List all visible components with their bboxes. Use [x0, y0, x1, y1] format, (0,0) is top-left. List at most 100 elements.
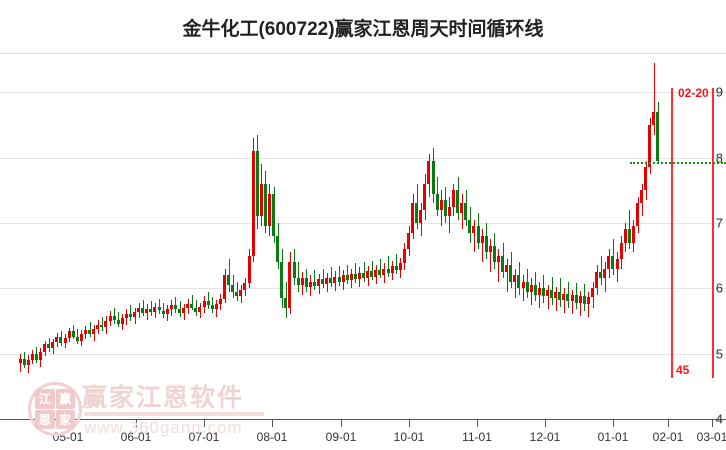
candle-body[interactable] [280, 262, 283, 299]
candle-body[interactable] [256, 151, 259, 217]
candle-body[interactable] [248, 255, 251, 284]
candle-body[interactable] [362, 272, 365, 278]
candle-body[interactable] [566, 293, 569, 302]
candle-body[interactable] [43, 344, 46, 353]
candle-body[interactable] [374, 269, 377, 277]
candle-body[interactable] [145, 309, 148, 314]
candle-body[interactable] [575, 294, 578, 303]
candle-body[interactable] [624, 229, 627, 243]
candle-body[interactable] [260, 183, 263, 217]
candle-body[interactable] [444, 200, 447, 217]
candle-body[interactable] [23, 358, 26, 366]
candle-body[interactable] [166, 309, 169, 315]
candle-body[interactable] [583, 296, 586, 304]
candle-body[interactable] [497, 255, 500, 263]
candle-body[interactable] [133, 311, 136, 318]
candle-body[interactable] [648, 124, 651, 168]
candle-body[interactable] [640, 190, 643, 204]
gann-cycle-line[interactable] [671, 88, 673, 378]
candle-body[interactable] [387, 268, 390, 273]
candle-body[interactable] [546, 289, 549, 297]
candle-body[interactable] [207, 301, 210, 306]
candle-body[interactable] [203, 301, 206, 307]
candle-body[interactable] [628, 229, 631, 243]
candle-body[interactable] [415, 203, 418, 223]
candle-body[interactable] [538, 288, 541, 295]
candle-body[interactable] [464, 203, 467, 220]
candle-body[interactable] [411, 203, 414, 233]
candle-body[interactable] [162, 310, 165, 315]
candle-body[interactable] [636, 203, 639, 227]
candle-body[interactable] [350, 273, 353, 281]
candle-body[interactable] [571, 294, 574, 302]
candle-body[interactable] [137, 307, 140, 312]
candle-body[interactable] [342, 275, 345, 282]
candle-body[interactable] [329, 277, 332, 284]
candle-body[interactable] [587, 297, 590, 304]
candle-body[interactable] [288, 262, 291, 308]
candle-body[interactable] [96, 324, 99, 329]
candle-body[interactable] [358, 272, 361, 280]
candle-body[interactable] [223, 275, 226, 299]
candle-body[interactable] [493, 245, 496, 263]
candle-body[interactable] [481, 236, 484, 243]
candle-body[interactable] [80, 334, 83, 341]
candle-body[interactable] [436, 193, 439, 210]
candle-body[interactable] [554, 291, 557, 299]
candle-body[interactable] [599, 271, 602, 279]
candle-body[interactable] [27, 360, 30, 366]
candle-body[interactable] [632, 226, 635, 243]
candle-body[interactable] [215, 303, 218, 310]
candle-body[interactable] [579, 296, 582, 303]
candle-body[interactable] [509, 265, 512, 282]
candle-body[interactable] [121, 318, 124, 324]
candle-body[interactable] [149, 309, 152, 312]
candle-body[interactable] [153, 306, 156, 312]
candle-body[interactable] [333, 276, 336, 284]
candle-body[interactable] [276, 236, 279, 263]
candle-body[interactable] [39, 352, 42, 361]
candle-body[interactable] [542, 288, 545, 297]
gann-cycle-line[interactable] [712, 88, 714, 378]
candle-body[interactable] [477, 226, 480, 243]
candle-body[interactable] [354, 273, 357, 280]
candle-body[interactable] [513, 275, 516, 282]
candle-body[interactable] [19, 358, 22, 364]
candle-body[interactable] [243, 283, 246, 290]
candle-body[interactable] [419, 209, 422, 223]
candle-body[interactable] [644, 167, 647, 191]
candle-body[interactable] [468, 219, 471, 233]
candle-body[interactable] [522, 281, 525, 289]
candle-body[interactable] [391, 266, 394, 273]
candle-body[interactable] [440, 200, 443, 210]
candle-body[interactable] [170, 305, 173, 310]
candle-body[interactable] [485, 236, 488, 253]
candle-body[interactable] [227, 275, 230, 285]
candle-body[interactable] [158, 306, 161, 311]
candle-body[interactable] [219, 298, 222, 304]
candle-body[interactable] [100, 324, 103, 328]
candle-body[interactable] [88, 330, 91, 335]
candle-body[interactable] [423, 183, 426, 210]
candle-body[interactable] [321, 279, 324, 285]
candle-body[interactable] [268, 193, 271, 227]
candle-body[interactable] [129, 314, 132, 318]
candle-body[interactable] [182, 307, 185, 314]
candle-body[interactable] [104, 320, 107, 328]
candle-body[interactable] [297, 278, 300, 285]
candle-body[interactable] [59, 336, 62, 344]
candle-body[interactable] [448, 206, 451, 217]
candle-body[interactable] [534, 285, 537, 295]
candle-body[interactable] [607, 255, 610, 269]
candle-body[interactable] [517, 275, 520, 289]
candle-body[interactable] [611, 255, 614, 269]
candle-body[interactable] [178, 309, 181, 314]
candle-body[interactable] [399, 263, 402, 270]
candle-body[interactable] [301, 278, 304, 285]
candle-body[interactable] [239, 289, 242, 297]
candle-body[interactable] [55, 336, 58, 342]
candle-body[interactable] [550, 289, 553, 299]
candle-body[interactable] [595, 271, 598, 289]
candle-body[interactable] [603, 268, 606, 279]
candle-body[interactable] [125, 314, 128, 319]
